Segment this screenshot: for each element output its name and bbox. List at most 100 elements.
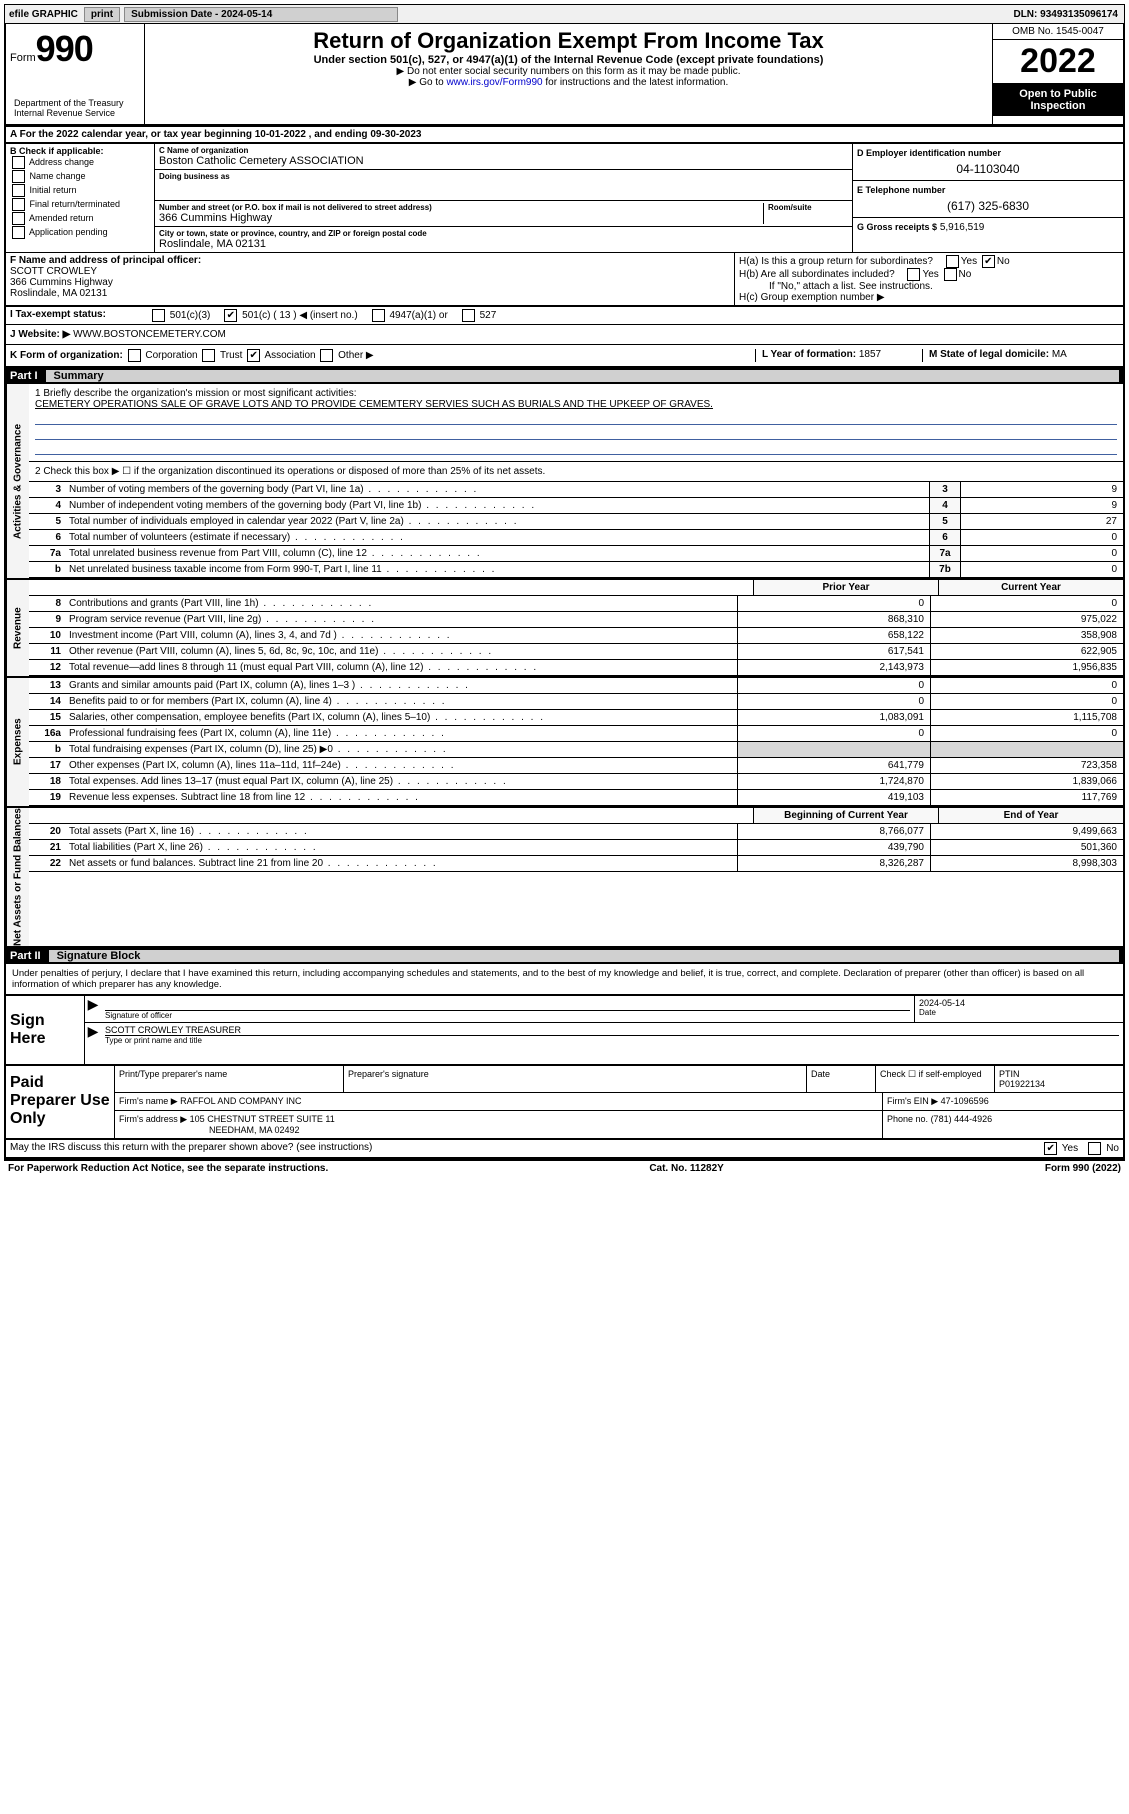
efile-topbar: efile GRAPHIC print Submission Date - 20… [4,4,1125,24]
chk-address-change[interactable]: Address change [10,156,150,169]
table-row: 9Program service revenue (Part VIII, lin… [29,612,1123,628]
street-label: Number and street (or P.O. box if mail i… [159,203,763,212]
header-row-rev: Prior Year Current Year [29,580,1123,596]
row-k-org-form: K Form of organization: Corporation Trus… [4,345,1125,368]
side-netassets: Net Assets or Fund Balances [6,808,29,946]
side-activities: Activities & Governance [6,384,29,578]
gross-receipts: 5,916,519 [940,222,985,233]
side-expenses: Expenses [6,678,29,806]
chk-amended[interactable]: Amended return [10,212,150,225]
form-word: Form [10,52,36,64]
officer-addr1: 366 Cummins Highway [10,277,730,288]
summary-governance: Activities & Governance 1 Briefly descri… [4,384,1125,580]
row-j-website: J Website: ▶ WWW.BOSTONCEMETERY.COM [4,325,1125,345]
tax-year: 2022 [993,40,1123,84]
footer-right: Form 990 (2022) [1045,1163,1121,1174]
footer-left: For Paperwork Reduction Act Notice, see … [8,1163,328,1174]
table-row: 13Grants and similar amounts paid (Part … [29,678,1123,694]
chk-initial-return[interactable]: Initial return [10,184,150,197]
chk-app-pending[interactable]: Application pending [10,226,150,239]
row-i-tax-status: I Tax-exempt status: 501(c)(3) 501(c) ( … [4,307,1125,325]
table-row: 11Other revenue (Part VIII, column (A), … [29,644,1123,660]
footer: For Paperwork Reduction Act Notice, see … [4,1159,1125,1176]
chk-final-return[interactable]: Final return/terminated [10,198,150,211]
form-title: Return of Organization Exempt From Incom… [153,28,984,54]
phone: (617) 325-6830 [857,195,1119,213]
firm-addr-label: Firm's address ▶ [119,1114,187,1124]
room-label: Room/suite [768,203,848,212]
ptin-label: PTIN [999,1069,1119,1079]
summary-expenses: Expenses 13Grants and similar amounts pa… [4,678,1125,808]
note-ssn: ▶ Do not enter social security numbers o… [153,66,984,77]
summary-revenue: Revenue Prior Year Current Year 8Contrib… [4,580,1125,678]
table-row: 5Total number of individuals employed in… [29,514,1123,530]
chk-name-change[interactable]: Name change [10,170,150,183]
col-h-group: H(a) Is this a group return for subordin… [734,253,1123,305]
table-row: 17Other expenses (Part IX, column (A), l… [29,758,1123,774]
col-b-checkboxes: B Check if applicable: Address change Na… [6,144,155,252]
firm-addr1: 105 CHESTNUT STREET SUITE 11 [190,1114,335,1124]
header-row-net: Beginning of Current Year End of Year [29,808,1123,824]
table-row: 20Total assets (Part X, line 16)8,766,07… [29,824,1123,840]
head-prior: Prior Year [753,580,938,595]
paid-label: Paid Preparer Use Only [6,1066,115,1138]
ein-label: D Employer identification number [857,148,1119,158]
line1-label: 1 Briefly describe the organization's mi… [35,388,1117,399]
firm-ein-label: Firm's EIN ▶ [887,1096,938,1106]
print-button[interactable]: print [84,7,120,22]
prep-name-head: Print/Type preparer's name [115,1066,344,1092]
dba-label: Doing business as [159,172,848,181]
open-inspection: Open to Public Inspection [993,84,1123,116]
year-formation: L Year of formation: 1857 [755,349,922,362]
prep-sig-head: Preparer's signature [344,1066,807,1092]
h-a: H(a) Is this a group return for subordin… [739,255,1119,268]
row-a-tax-year: A For the 2022 calendar year, or tax yea… [4,126,1125,144]
phone-label: E Telephone number [857,185,1119,195]
ptin-value: P01922134 [999,1079,1119,1089]
name-title-label: Type or print name and title [105,1035,1119,1045]
table-row: 14Benefits paid to or for members (Part … [29,694,1123,710]
city: Roslindale, MA 02131 [159,238,848,250]
firm-addr2: NEEDHAM, MA 02492 [119,1125,878,1135]
state-domicile: M State of legal domicile: MA [922,349,1119,362]
head-begin: Beginning of Current Year [753,808,938,823]
dln: DLN: 93493135096174 [1013,9,1124,20]
sign-here-block: Sign Here ▶ Signature of officer 2024-05… [4,994,1125,1066]
table-row: 22Net assets or fund balances. Subtract … [29,856,1123,872]
discuss-question: May the IRS discuss this return with the… [10,1142,1042,1155]
h-c: H(c) Group exemption number ▶ [739,292,1119,303]
table-row: 16aProfessional fundraising fees (Part I… [29,726,1123,742]
col-d-right: D Employer identification number 04-1103… [852,144,1123,252]
table-row: bTotal fundraising expenses (Part IX, co… [29,742,1123,758]
website-url[interactable]: WWW.BOSTONCEMETERY.COM [73,329,226,340]
table-row: 18Total expenses. Add lines 13–17 (must … [29,774,1123,790]
table-row: 19Revenue less expenses. Subtract line 1… [29,790,1123,806]
firm-ein: 47-1096596 [941,1096,989,1106]
org-name: Boston Catholic Cemetery ASSOCIATION [159,155,848,167]
table-row: 21Total liabilities (Part X, line 26)439… [29,840,1123,856]
form-number-box: Form990 Department of the Treasury Inter… [6,24,145,124]
sig-date-label: Date [919,1008,1119,1017]
table-row: 8Contributions and grants (Part VIII, li… [29,596,1123,612]
irs-link[interactable]: www.irs.gov/Form990 [446,77,542,88]
table-row: 15Salaries, other compensation, employee… [29,710,1123,726]
dept-treasury: Department of the Treasury Internal Reve… [10,96,140,120]
side-revenue: Revenue [6,580,29,676]
form-number: 990 [36,28,93,69]
h-b-note: If "No," attach a list. See instructions… [739,281,1119,292]
efile-label: efile GRAPHIC [5,9,82,20]
sig-declaration: Under penalties of perjury, I declare th… [4,964,1125,994]
part1-header: Part I Summary [4,368,1125,384]
table-row: bNet unrelated business taxable income f… [29,562,1123,578]
h-b: H(b) Are all subordinates included? Yes … [739,268,1119,281]
officer-addr2: Roslindale, MA 02131 [10,288,730,299]
firm-phone: (781) 444-4926 [931,1114,993,1124]
omb-number: OMB No. 1545-0047 [993,24,1123,40]
officer-name: SCOTT CROWLEY [10,266,730,277]
gross-label: G Gross receipts $ [857,222,937,232]
table-row: 3Number of voting members of the governi… [29,482,1123,498]
section-bcd: B Check if applicable: Address change Na… [4,144,1125,252]
street: 366 Cummins Highway [159,212,763,224]
mission-box: 1 Briefly describe the organization's mi… [29,384,1123,462]
table-row: 12Total revenue—add lines 8 through 11 (… [29,660,1123,676]
